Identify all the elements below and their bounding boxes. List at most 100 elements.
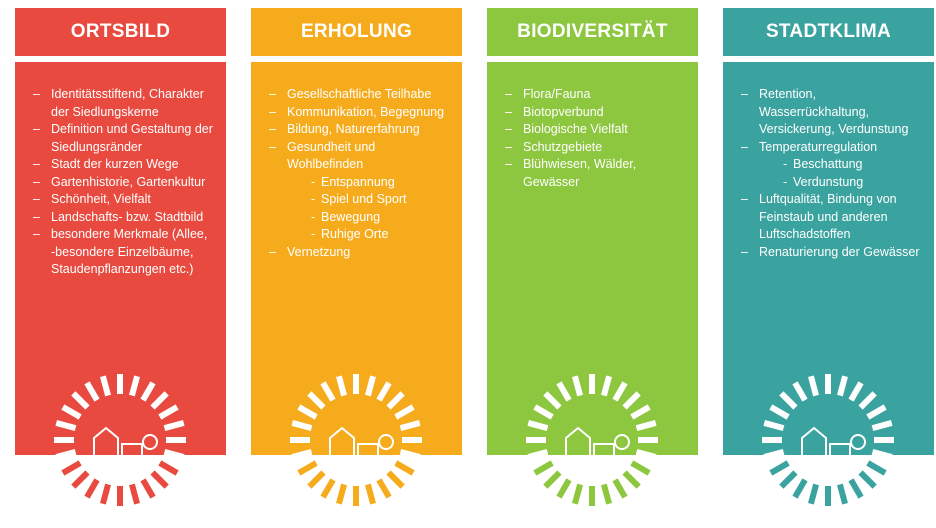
sun-ray bbox=[394, 404, 415, 420]
icon-tree bbox=[850, 434, 866, 450]
list-item: Retention, Wasserrückhaltung, Versickeru… bbox=[741, 86, 921, 139]
sun-ray bbox=[320, 478, 336, 499]
list-item: Flora/Fauna bbox=[505, 86, 685, 104]
list-item: besondere Merkmale (Allee, -besondere Ei… bbox=[33, 226, 213, 279]
item-text: Retention, Wasserrückhaltung, Versickeru… bbox=[759, 87, 909, 136]
list-item: Kommunikation, Begegnung bbox=[269, 104, 449, 122]
sub-item-text: Beschattung bbox=[793, 157, 863, 171]
sun-ray bbox=[871, 449, 893, 460]
item-list: Gesellschaftliche Teilhabe Kommunikation,… bbox=[269, 86, 449, 261]
sun-ray bbox=[399, 449, 421, 460]
sun-ray bbox=[866, 404, 887, 420]
sun-ray bbox=[291, 449, 313, 460]
column-header: STADTKLIMA bbox=[723, 8, 934, 56]
icon-shape bbox=[329, 426, 379, 458]
item-text: besondere Merkmale (Allee, -besondere Ei… bbox=[51, 227, 208, 276]
sun-ray bbox=[635, 449, 657, 460]
item-text: Blühwiesen, Wälder, Gewässer bbox=[523, 157, 637, 189]
item-text: Biologische Vielfalt bbox=[523, 122, 628, 136]
sun-ray bbox=[71, 470, 90, 489]
item-text: Landschafts- bzw. Stadtbild bbox=[51, 209, 204, 224]
sun-ray bbox=[100, 483, 111, 505]
sun-icon bbox=[526, 374, 658, 506]
sun-ray bbox=[808, 375, 819, 397]
sun-ray bbox=[55, 420, 77, 431]
sun-ray bbox=[556, 381, 572, 402]
list-item: Biologische Vielfalt bbox=[505, 121, 685, 139]
sun-ray bbox=[622, 391, 641, 410]
sun-ray bbox=[543, 391, 562, 410]
sun-ray bbox=[630, 460, 651, 476]
sun-ray bbox=[307, 391, 326, 410]
sun-ray bbox=[601, 375, 612, 397]
sub-item-text: Entspannung bbox=[321, 174, 395, 189]
item-list: Flora/Fauna Biotopverbund Biologische Viel… bbox=[505, 86, 685, 191]
sun-ray bbox=[635, 420, 657, 431]
item-text: Vernetzung bbox=[287, 244, 351, 259]
sun-ray bbox=[158, 404, 179, 420]
sun-ray bbox=[858, 470, 877, 489]
column-header: ERHOLUNG bbox=[251, 8, 462, 56]
sun-ray bbox=[612, 478, 628, 499]
sun-ray bbox=[150, 470, 169, 489]
sun-ray bbox=[601, 483, 612, 505]
sun-ray bbox=[140, 478, 156, 499]
sun-ray bbox=[808, 483, 819, 505]
sun-ray bbox=[61, 460, 82, 476]
icon-tree bbox=[142, 434, 158, 450]
sun-icon bbox=[762, 374, 894, 506]
item-text: Temperaturregulation bbox=[759, 139, 878, 154]
sun-ray bbox=[307, 470, 326, 489]
sun-ray bbox=[365, 483, 376, 505]
list-item: Temperaturregulation Beschattung Verdunstu… bbox=[741, 139, 921, 192]
list-item: Gesellschaftliche Teilhabe bbox=[269, 86, 449, 104]
item-text: Flora/Fauna bbox=[523, 87, 591, 101]
sun-ray bbox=[543, 470, 562, 489]
sun-icon bbox=[54, 374, 186, 506]
sun-ray bbox=[386, 391, 405, 410]
sub-item: Verdunstung bbox=[759, 174, 921, 192]
sun-ray bbox=[848, 478, 864, 499]
list-item: Schönheit, Vielfalt bbox=[33, 191, 213, 209]
sun-ray bbox=[84, 478, 100, 499]
sub-item-text: Ruhige Orte bbox=[321, 227, 389, 241]
sun-ray bbox=[871, 420, 893, 431]
sun-ray bbox=[61, 404, 82, 420]
sun-ray bbox=[394, 460, 415, 476]
icon-tree bbox=[378, 434, 394, 450]
sun-ray bbox=[533, 404, 554, 420]
sun-ray bbox=[336, 483, 347, 505]
sun-ray bbox=[320, 381, 336, 402]
column: BIODIVERSITÄT Flora/Fauna Biotopverbund Bio… bbox=[487, 8, 698, 506]
item-list: Identitätsstiftend, Charakter der Siedlu… bbox=[33, 86, 213, 279]
item-text: Luftqualität, Bindung von Feinstaub und … bbox=[759, 192, 897, 241]
list-item: Renaturierung der Gewässer bbox=[741, 244, 921, 262]
sun-ray bbox=[837, 483, 848, 505]
column: STADTKLIMA Retention, Wasserrückhaltung, … bbox=[723, 8, 934, 506]
column: ORTSBILD Identitätsstiftend, Charakter de… bbox=[15, 8, 226, 506]
sun-ray bbox=[150, 391, 169, 410]
item-text: Schönheit, Vielfalt bbox=[51, 192, 151, 206]
sun-ray bbox=[399, 420, 421, 431]
sun-ray bbox=[572, 375, 583, 397]
list-item: Gesundheit und Wohlbefinden Entspannung Sp… bbox=[269, 139, 449, 244]
sub-item-text: Bewegung bbox=[321, 209, 381, 224]
list-item: Identitätsstiftend, Charakter der Siedlu… bbox=[33, 86, 213, 121]
sub-list: Entspannung Spiel und Sport Bewegung Ruhige… bbox=[287, 174, 449, 244]
item-text: Kommunikation, Begegnung bbox=[287, 104, 445, 119]
sun-ray bbox=[630, 404, 651, 420]
sun-ray bbox=[129, 375, 140, 397]
sub-item: Ruhige Orte bbox=[287, 226, 449, 244]
column: ERHOLUNG Gesellschaftliche Teilhabe Kommun… bbox=[251, 8, 462, 506]
sub-item: Bewegung bbox=[287, 209, 449, 227]
list-item: Stadt der kurzen Wege bbox=[33, 156, 213, 174]
sub-item-text: Verdunstung bbox=[793, 174, 864, 189]
list-item: Bildung, Naturerfahrung bbox=[269, 121, 449, 139]
list-item: Definition und Gestaltung der Siedlungsr… bbox=[33, 121, 213, 156]
item-text: Schutzgebiete bbox=[523, 139, 603, 154]
sub-item: Beschattung bbox=[759, 156, 921, 174]
sun-ray bbox=[376, 478, 392, 499]
sun-ray bbox=[763, 420, 785, 431]
sun-ray bbox=[163, 449, 185, 460]
